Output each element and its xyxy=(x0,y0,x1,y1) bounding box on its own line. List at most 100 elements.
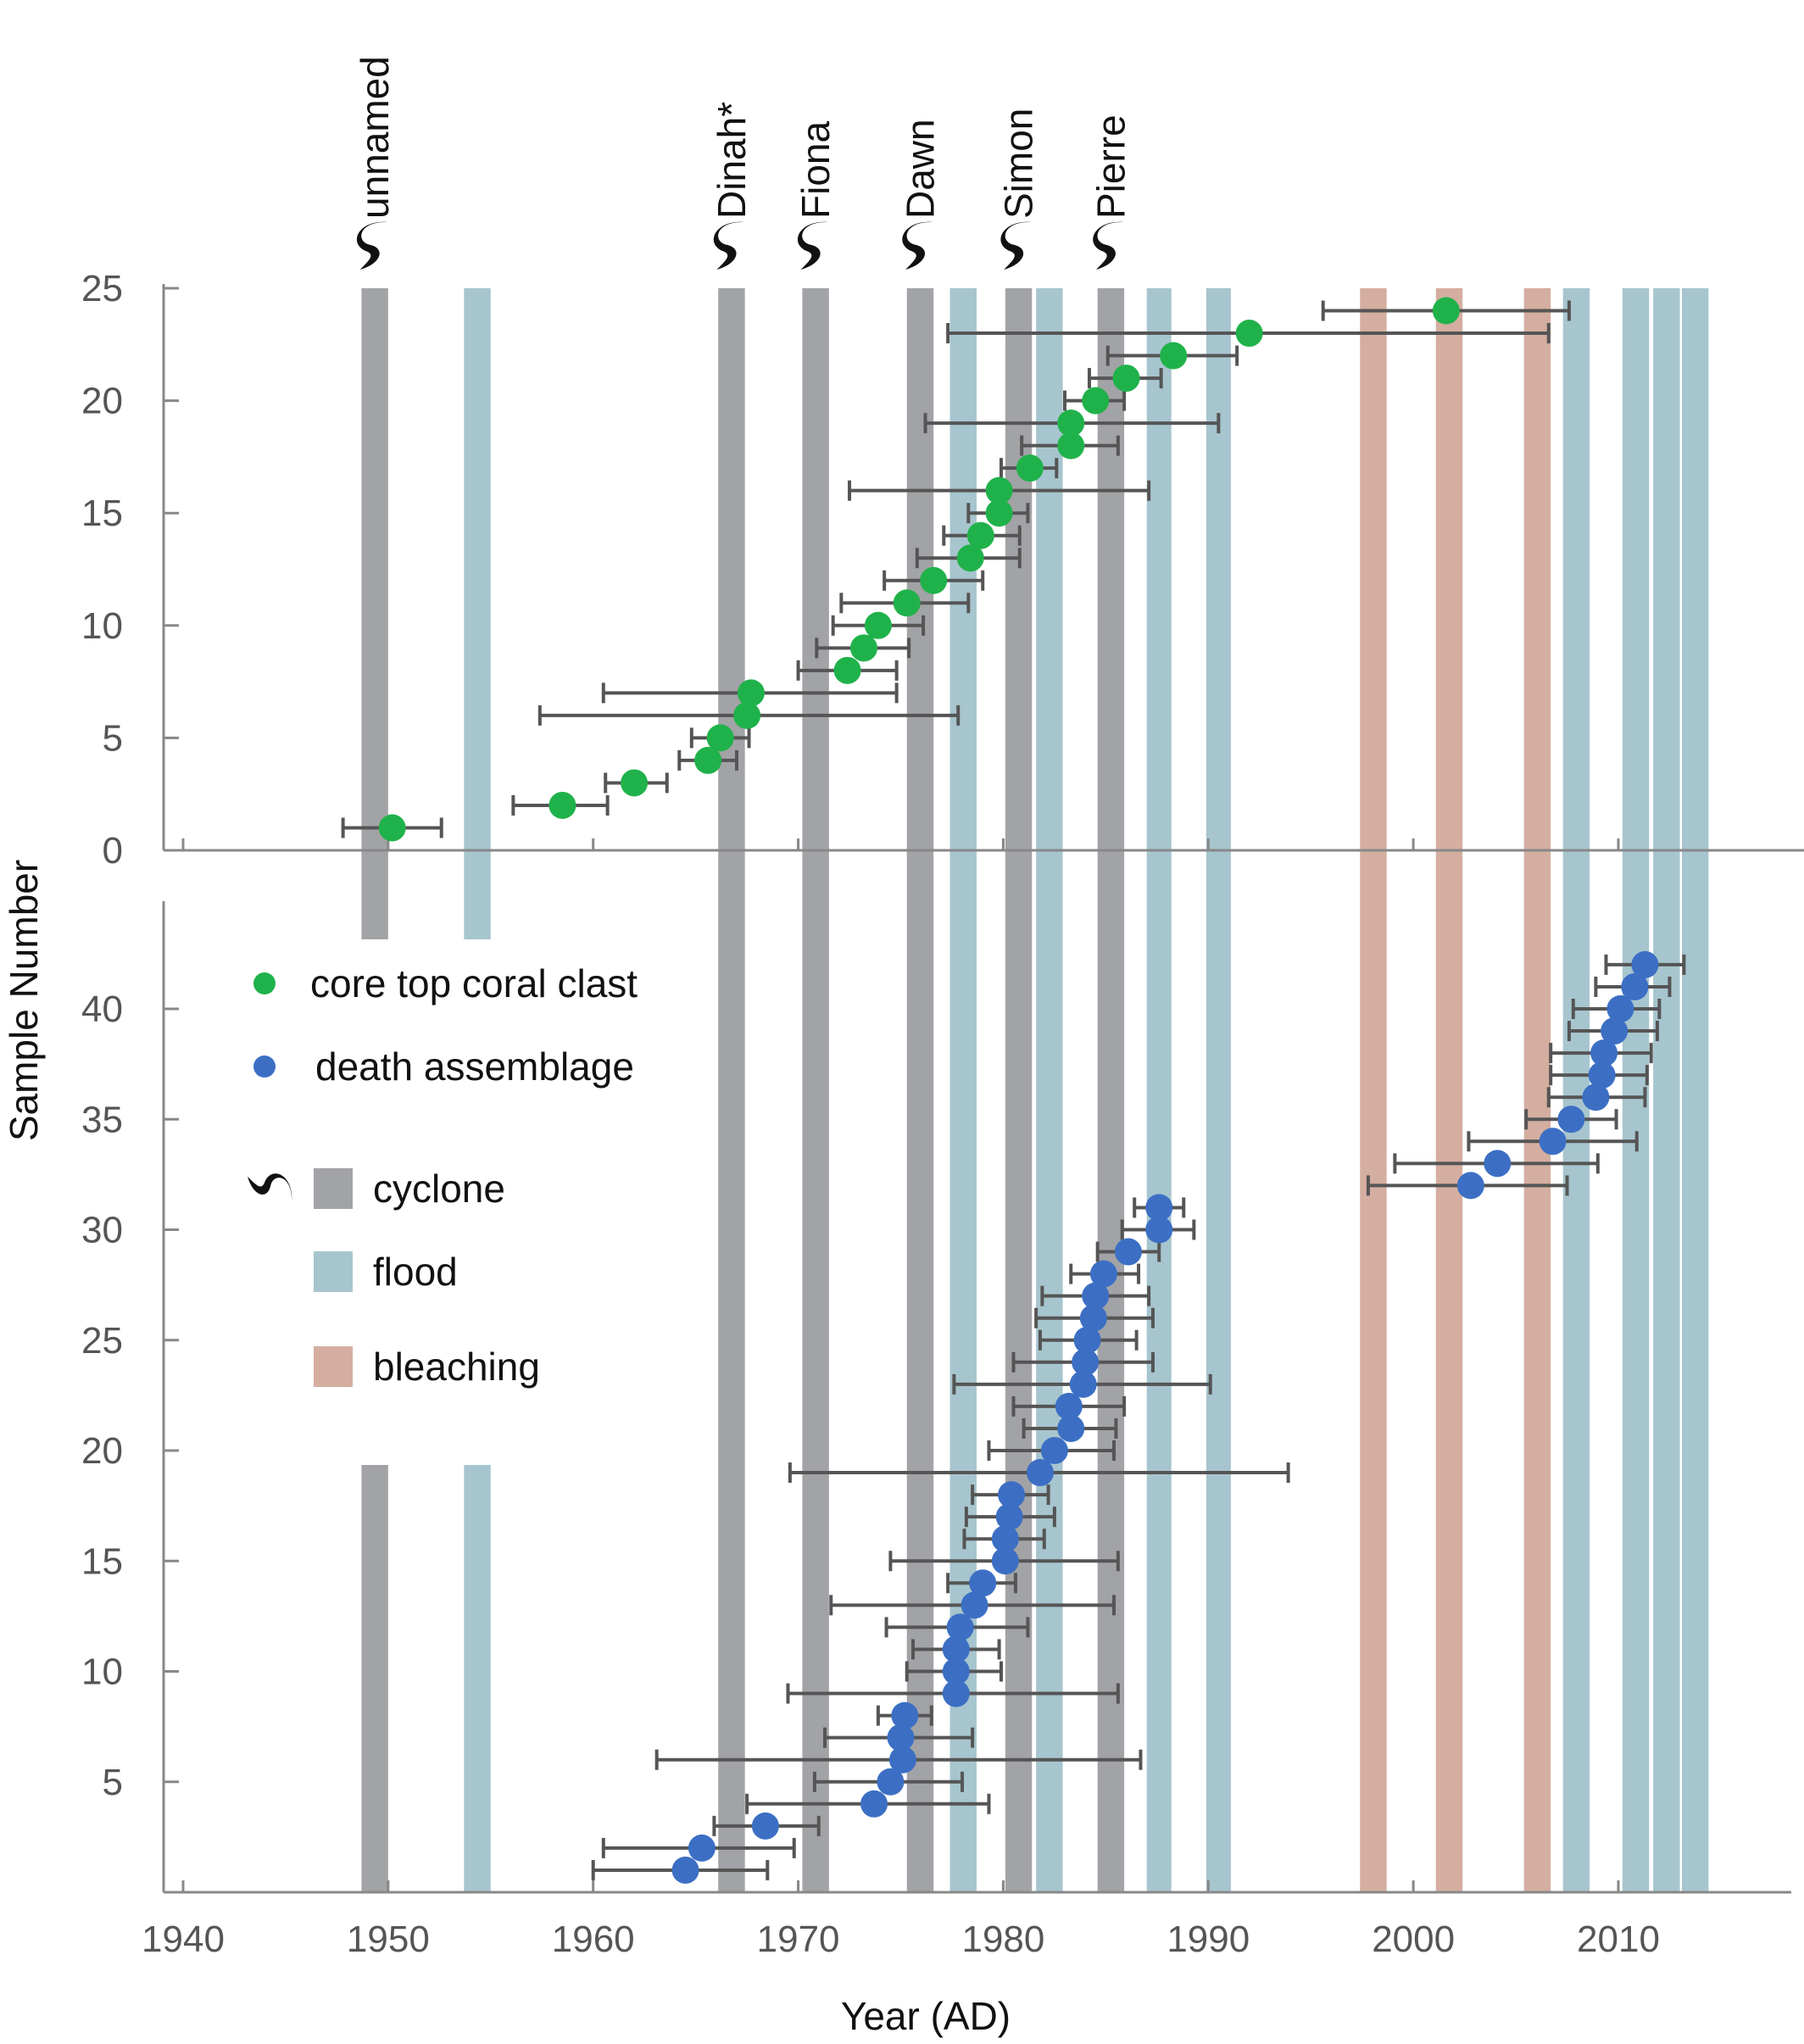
cyclone-bar-1-top xyxy=(361,288,387,939)
cyclone-1-icon xyxy=(357,222,387,270)
legend: core top coral clast death assemblage cycl… xyxy=(248,961,638,1389)
legend-label-1: death assemblage xyxy=(315,1044,634,1089)
cyclone-label-2: Dinah* xyxy=(710,102,754,219)
y-tick-label-bottom-3: 20 xyxy=(81,1430,123,1472)
top-point-23 xyxy=(1236,320,1263,347)
bottom-point-20 xyxy=(1041,1437,1068,1464)
y-tick-label-top-5: 25 xyxy=(81,268,123,309)
cyclone-bar-2 xyxy=(718,288,744,1892)
top-point-20 xyxy=(1082,387,1109,415)
bottom-point-33 xyxy=(1484,1150,1511,1177)
bottom-point-35 xyxy=(1557,1106,1584,1133)
y-tick-label-bottom-6: 35 xyxy=(81,1099,123,1140)
top-point-6 xyxy=(733,702,760,729)
top-point-19 xyxy=(1057,409,1084,437)
cyclone-2-icon xyxy=(714,222,744,270)
top-point-11 xyxy=(894,589,921,616)
legend-label-3: flood xyxy=(373,1250,458,1294)
bottom-point-34 xyxy=(1540,1128,1567,1155)
top-point-10 xyxy=(865,612,892,639)
tick-labels: 1940 1950 1960 1970 1980 1990 2000 201005101520… xyxy=(81,268,1660,1960)
flood-bar-8 xyxy=(1653,288,1679,1892)
legend-swatch-3 xyxy=(314,1251,353,1292)
top-point-16 xyxy=(986,477,1013,504)
y-tick-label-bottom-2: 15 xyxy=(81,1540,123,1582)
cyclone-4-icon xyxy=(902,222,933,270)
x-axis-title: Year (AD) xyxy=(841,1994,1011,2038)
flood-bar-1-top xyxy=(464,288,490,939)
top-point-5 xyxy=(707,724,734,751)
flood-bar-9 xyxy=(1682,288,1708,1892)
bottom-point-2 xyxy=(688,1835,715,1862)
legend-marker-1 xyxy=(253,1055,276,1078)
top-point-7 xyxy=(738,679,765,706)
bleaching-bar-2 xyxy=(1436,288,1462,1892)
bottom-point-8 xyxy=(891,1702,918,1729)
legend-swatch-4 xyxy=(314,1346,353,1387)
cyclone-bar-1-bottom xyxy=(361,1465,387,1892)
legend-marker-0 xyxy=(253,972,276,994)
top-point-24 xyxy=(1433,298,1460,325)
top-point-14 xyxy=(967,522,994,549)
bottom-point-31 xyxy=(1145,1194,1172,1221)
bleaching-bar-3 xyxy=(1524,288,1551,1892)
y-tick-label-bottom-7: 40 xyxy=(81,989,123,1030)
top-point-2 xyxy=(548,792,576,819)
cyclone-bar-3 xyxy=(802,288,828,1892)
top-point-17 xyxy=(1016,454,1044,482)
legend-label-0: core top coral clast xyxy=(310,961,638,1005)
bottom-point-1 xyxy=(672,1857,699,1884)
x-tick-label-0: 1940 xyxy=(142,1919,225,1960)
y-tick-label-bottom-0: 5 xyxy=(103,1762,123,1803)
cyclone-labels: unnamed Dinah* Fiona Dawn Simon Pierre xyxy=(353,56,1133,270)
cyclone-3-icon xyxy=(798,222,828,270)
top-point-1 xyxy=(379,814,406,841)
cyclone-bar-4 xyxy=(907,288,933,1892)
x-tick-label-5: 1990 xyxy=(1166,1919,1250,1960)
legend-cyclone-icon xyxy=(248,1173,292,1201)
cyclone-label-1: unnamed xyxy=(353,56,397,219)
cyclone-5-icon xyxy=(1001,222,1032,270)
top-point-8 xyxy=(834,657,861,684)
bottom-point-29 xyxy=(1115,1239,1142,1266)
top-point-21 xyxy=(1113,365,1140,392)
flood-bar-1-bottom xyxy=(464,1465,490,1892)
cyclone-label-4: Dawn xyxy=(898,119,942,219)
y-tick-label-top-3: 15 xyxy=(81,493,123,534)
x-tick-label-4: 1980 xyxy=(961,1919,1044,1960)
cyclone-label-3: Fiona xyxy=(793,121,838,219)
cyclone-label-6: Pierre xyxy=(1089,114,1133,219)
bottom-point-3 xyxy=(752,1813,779,1840)
flood-bar-4 xyxy=(1147,288,1172,1892)
legend-swatch-2 xyxy=(314,1168,353,1209)
top-point-22 xyxy=(1160,343,1187,370)
cyclone-label-5: Simon xyxy=(997,109,1041,219)
y-tick-label-top-2: 10 xyxy=(81,605,123,647)
y-tick-label-top-1: 5 xyxy=(103,717,123,759)
bottom-point-4 xyxy=(860,1791,888,1818)
bleaching-bar-1 xyxy=(1360,288,1386,1892)
y-axis-title: Sample Number xyxy=(2,860,46,1141)
cyclone-bar-6 xyxy=(1098,288,1124,1892)
y-tick-label-bottom-1: 10 xyxy=(81,1651,123,1693)
y-tick-label-top-4: 20 xyxy=(81,381,123,422)
top-point-12 xyxy=(920,567,947,594)
y-tick-label-bottom-5: 30 xyxy=(81,1210,123,1251)
x-tick-label-1: 1950 xyxy=(347,1919,430,1960)
bottom-point-18 xyxy=(998,1481,1025,1508)
x-tick-label-3: 1970 xyxy=(757,1919,840,1960)
legend-label-4: bleaching xyxy=(373,1345,540,1389)
flood-bar-5 xyxy=(1206,288,1231,1892)
x-tick-label-6: 2000 xyxy=(1372,1919,1455,1960)
cyclone-6-icon xyxy=(1093,222,1123,270)
flood-bar-3 xyxy=(1036,288,1062,1892)
top-point-9 xyxy=(850,634,877,661)
event-bars xyxy=(361,288,1708,1892)
bottom-point-32 xyxy=(1457,1172,1484,1199)
y-tick-label-top-0: 0 xyxy=(103,830,123,872)
bottom-point-28 xyxy=(1090,1261,1117,1288)
x-tick-label-2: 1960 xyxy=(552,1919,635,1960)
x-tick-label-7: 2010 xyxy=(1577,1919,1660,1960)
bottom-point-14 xyxy=(969,1569,996,1596)
